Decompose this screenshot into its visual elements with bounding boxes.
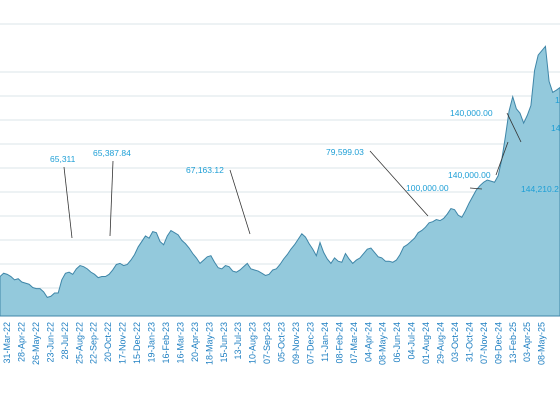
- x-tick-label: 07-Nov-24: [479, 322, 489, 364]
- x-tick-label: 15-Jun-23: [219, 322, 229, 363]
- x-tick-label: 26-May-22: [31, 322, 41, 365]
- x-tick-label: 08-May-24: [378, 322, 388, 365]
- x-axis-tick-labels: 31-Mar-22 28-Apr-22 26-May-22 23-Jun-22 28-J…: [2, 322, 547, 365]
- annotation-label: 65,387.84: [93, 148, 131, 158]
- annotation-label: 100,000.00: [406, 183, 449, 193]
- x-tick-label: 16-Feb-23: [161, 322, 171, 364]
- annotation-label: 140,000.00: [448, 170, 491, 180]
- x-tick-label: 23-Jun-22: [45, 322, 55, 363]
- x-tick-label: 16-Mar-23: [175, 322, 185, 364]
- annotation-label: 140,000.00: [450, 108, 493, 118]
- x-tick-label: 28-Apr-22: [16, 322, 26, 362]
- annotation-label: 1: [555, 95, 560, 105]
- annotation-label: 65,311: [50, 154, 76, 164]
- price-area-series: [0, 45, 560, 317]
- x-tick-label: 05-Oct-23: [277, 322, 287, 362]
- x-tick-label: 13-Jul-23: [233, 322, 243, 360]
- x-tick-label: 04-Apr-24: [363, 322, 373, 362]
- x-tick-label: 06-Jun-24: [392, 322, 402, 363]
- x-tick-label: 04-Jul-24: [407, 322, 417, 360]
- x-tick-label: 10-Aug-23: [248, 322, 258, 364]
- x-tick-label: 03-Apr-25: [522, 322, 532, 362]
- annotation-leader-line: [469, 187, 483, 190]
- x-tick-label: 11-Jan-24: [320, 322, 330, 362]
- x-tick-label: 15-Dec-22: [132, 322, 142, 364]
- x-tick-label: 19-Jan-23: [147, 322, 157, 363]
- x-tick-label: 07-Sep-23: [262, 322, 272, 364]
- annotation-leader-line: [229, 169, 251, 235]
- x-tick-label: 20-Apr-23: [190, 322, 200, 362]
- x-tick-label: 31-Oct-24: [464, 322, 474, 362]
- x-tick-label: 03-Oct-24: [450, 322, 460, 362]
- x-tick-label: 17-Nov-22: [118, 322, 128, 364]
- annotation-leader-line: [369, 150, 429, 217]
- annotations: 65,311 65,387.84 67,163.12 79,599.03 100,000…: [50, 95, 560, 239]
- x-tick-label: 07-Dec-23: [305, 322, 315, 364]
- annotation-label: 79,599.03: [326, 147, 364, 157]
- x-tick-label: 08-May-25: [537, 322, 547, 365]
- x-tick-label: 18-May-23: [204, 322, 214, 365]
- x-tick-label: 29-Aug-24: [436, 322, 446, 364]
- annotation-label: 144,210.2: [521, 184, 559, 194]
- x-tick-label: 22-Sep-22: [89, 322, 99, 364]
- x-tick-label: 08-Feb-24: [334, 322, 344, 364]
- x-tick-label: 07-Mar-24: [349, 322, 359, 364]
- x-tick-label: 13-Feb-25: [508, 322, 518, 364]
- x-tick-label: 09-Nov-23: [291, 322, 301, 364]
- x-tick-label: 25-Aug-22: [74, 322, 84, 364]
- x-tick-label: 09-Dec-24: [493, 322, 503, 364]
- x-tick-label: 20-Oct-22: [103, 322, 113, 362]
- annotation-leader-line: [495, 141, 509, 176]
- x-tick-label: 31-Mar-22: [2, 322, 12, 364]
- x-tick-label: 01-Aug-24: [421, 322, 431, 364]
- annotation-label: 14: [551, 123, 560, 133]
- annotation-leader-line: [506, 112, 522, 143]
- x-tick-label: 28-Jul-22: [60, 322, 70, 360]
- annotation-leader-line: [109, 160, 114, 237]
- annotation-leader-line: [63, 166, 73, 239]
- annotation-label: 67,163.12: [186, 165, 224, 175]
